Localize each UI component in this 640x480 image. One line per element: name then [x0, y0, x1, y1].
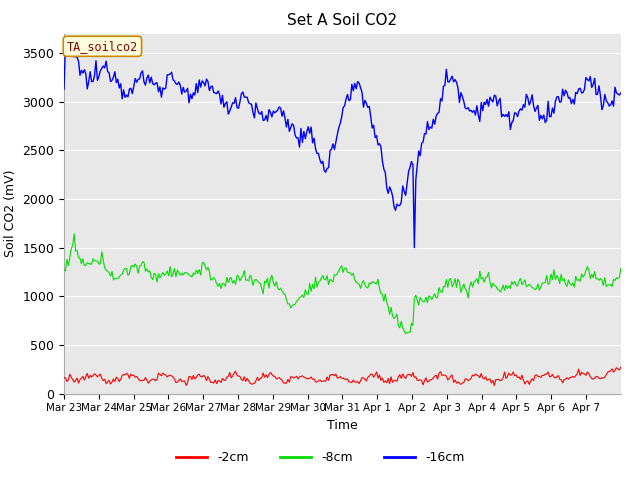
X-axis label: Time: Time: [327, 419, 358, 432]
Text: TA_soilco2: TA_soilco2: [67, 40, 138, 53]
Title: Set A Soil CO2: Set A Soil CO2: [287, 13, 397, 28]
Legend: -2cm, -8cm, -16cm: -2cm, -8cm, -16cm: [171, 446, 469, 469]
Y-axis label: Soil CO2 (mV): Soil CO2 (mV): [4, 170, 17, 257]
